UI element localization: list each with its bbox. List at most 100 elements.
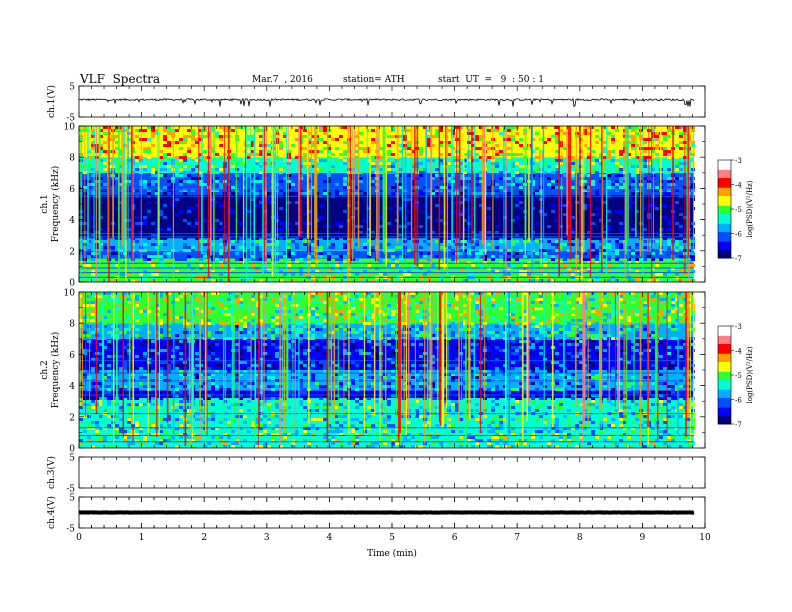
psd-cell [523,270,527,273]
psd-cell [287,228,291,231]
psd-cell [679,319,683,322]
psd-cell [503,255,507,258]
psd-cell [631,192,635,195]
psd-cell [339,198,343,201]
psd-cell [311,292,315,295]
psd-cell [607,231,611,234]
psd-cell [595,201,599,204]
psd-cell [135,159,139,162]
psd-cell [99,216,103,219]
psd-cell [427,198,431,201]
psd-cell [403,270,407,273]
psd-cell [431,301,435,304]
psd-cell [99,183,103,186]
psd-cell [299,258,303,261]
psd-cell [195,234,199,237]
psd-cell [327,129,331,132]
psd-cell [343,234,347,237]
psd-cell [579,322,583,325]
psd-cell [555,319,559,322]
psd-cell [159,295,163,298]
psd-cell [643,295,647,298]
psd-cell [227,325,231,328]
psd-cell [323,313,327,316]
psd-cell [191,180,195,183]
psd-cell [211,150,215,153]
psd-cell [379,201,383,204]
psd-cell [127,171,131,174]
psd-cell [199,273,203,276]
psd-cell [159,279,163,282]
psd-cell [563,301,567,304]
psd-cell [535,156,539,159]
psd-cell [459,201,463,204]
psd-cell [187,135,191,138]
psd-cell [355,225,359,228]
psd-cell [587,249,591,252]
psd-cell [519,174,523,177]
psd-cell [359,234,363,237]
psd-cell [551,279,555,282]
psd-cell [303,201,307,204]
psd-cell [591,156,595,159]
psd-cell [543,255,547,258]
psd-cell [679,165,683,168]
psd-cell [411,135,415,138]
psd-cell [567,295,571,298]
psd-cell [503,313,507,316]
psd-cell [159,168,163,171]
psd-cell [675,162,679,165]
psd-cell [471,207,475,210]
psd-cell [263,192,267,195]
psd-cell [175,234,179,237]
psd-cell [643,210,647,213]
psd-cell [291,267,295,270]
psd-cell [635,270,639,273]
psd-cell [159,132,163,135]
psd-cell [515,322,519,325]
psd-cell [355,150,359,153]
psd-cell [595,171,599,174]
psd-cell [383,147,387,150]
psd-cell [579,156,583,159]
psd-cell [335,201,339,204]
psd-cell [551,267,555,270]
psd-cell [631,298,635,301]
psd-cell [679,310,683,313]
psd-cell [279,126,283,129]
psd-cell [263,144,267,147]
psd-cell [387,150,391,153]
psd-cell [195,192,199,195]
psd-cell [571,177,575,180]
psd-cell [631,252,635,255]
psd-cell [339,216,343,219]
psd-cell [119,207,123,210]
psd-cell [203,132,207,135]
psd-cell [367,180,371,183]
psd-cell [219,135,223,138]
psd-cell [643,231,647,234]
psd-cell [183,213,187,216]
psd-cell [155,201,159,204]
psd-cell [503,168,507,171]
psd-cell [331,198,335,201]
psd-cell [303,304,307,307]
psd-cell [99,201,103,204]
psd-cell [275,189,279,192]
psd-cell [375,322,379,325]
psd-cell [535,213,539,216]
psd-cell [463,228,467,231]
psd-cell [559,322,563,325]
psd-cell [127,252,131,255]
psd-cell [471,246,475,249]
psd-cell [291,231,295,234]
psd-cell [211,322,215,325]
psd-cell [183,174,187,177]
psd-cell [515,240,519,243]
psd-cell [87,304,91,307]
psd-cell [615,180,619,183]
psd-cell [403,319,407,322]
psd-cell [139,298,143,301]
psd-cell [411,325,415,328]
psd-cell [427,138,431,141]
